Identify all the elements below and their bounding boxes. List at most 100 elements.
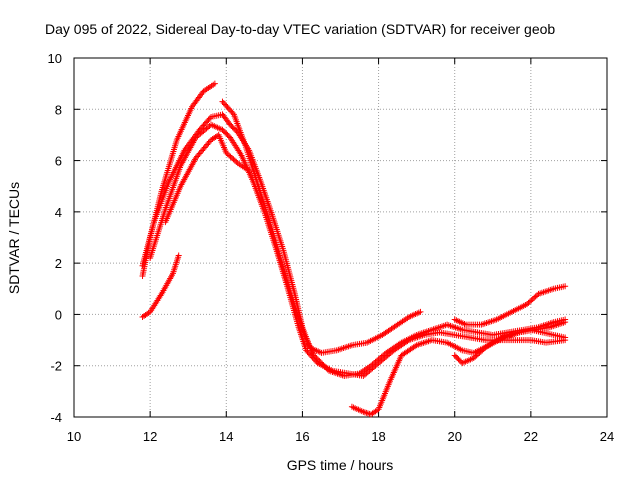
series-track-1 [139, 80, 218, 279]
data-point [220, 128, 227, 135]
series-track-6 [139, 252, 182, 320]
data-point [204, 141, 211, 148]
data-point [315, 356, 322, 363]
data-point [219, 126, 226, 133]
data-point [475, 351, 482, 358]
data-point [201, 121, 208, 128]
data-point [480, 346, 487, 353]
data-point [562, 319, 569, 326]
data-point [472, 353, 479, 360]
data-point [232, 126, 239, 133]
data-point [197, 125, 204, 132]
data-point [316, 358, 323, 365]
data-point [228, 122, 235, 129]
data-point [206, 115, 213, 122]
x-tick-label: 14 [219, 429, 233, 444]
data-point [222, 101, 229, 108]
data-point [452, 353, 459, 360]
data-point [199, 123, 206, 130]
data-point [562, 334, 569, 341]
y-tick-label: -2 [50, 359, 62, 374]
data-point [219, 98, 226, 105]
data-point [211, 80, 218, 87]
data-point [228, 155, 235, 162]
data-point [225, 105, 232, 112]
data-point [224, 151, 231, 158]
y-tick-label: 2 [55, 256, 62, 271]
x-tick-label: 22 [524, 429, 538, 444]
data-point [451, 352, 458, 359]
y-tick-label: 0 [55, 307, 62, 322]
data-point [313, 355, 320, 362]
data-point [228, 108, 235, 115]
y-tick-label: 8 [55, 102, 62, 117]
plot-frame [73, 57, 608, 418]
data-point [454, 355, 461, 362]
data-point [233, 158, 240, 165]
data-point [477, 348, 484, 355]
data-point [230, 125, 237, 132]
data-point [531, 294, 538, 301]
data-point [317, 359, 324, 366]
data-point [532, 293, 539, 300]
data-point [201, 144, 208, 151]
data-point [524, 301, 531, 308]
data-point [528, 297, 535, 304]
data-point [222, 129, 229, 136]
y-tick-label: 4 [55, 205, 62, 220]
data-point [476, 349, 483, 356]
x-tick-label: 12 [143, 429, 157, 444]
data-point [202, 119, 209, 126]
data-point [230, 156, 237, 163]
data-point [192, 155, 199, 162]
data-point [470, 355, 477, 362]
data-point [200, 122, 207, 129]
series-track-3 [147, 121, 569, 379]
x-tick-label: 10 [67, 429, 81, 444]
data-point [321, 363, 328, 370]
grid [74, 58, 607, 417]
data-point [319, 360, 326, 367]
data-point [205, 140, 212, 147]
y-tick-label: 10 [48, 51, 62, 66]
data-point [473, 352, 480, 359]
data-point [200, 146, 207, 153]
data-point [231, 157, 238, 164]
x-axis-label: GPS time / hours [287, 457, 394, 473]
data-point [526, 298, 533, 305]
data-point [303, 347, 310, 354]
series-track-5 [219, 98, 569, 379]
x-tick-label: 16 [295, 429, 309, 444]
data-point [227, 121, 234, 128]
data-point [324, 366, 331, 373]
data-point [323, 365, 330, 372]
data-point [206, 138, 213, 145]
data-point [197, 149, 204, 156]
data-point [229, 124, 236, 131]
data-point [223, 102, 230, 109]
y-tick-label: 6 [55, 154, 62, 169]
data-point [224, 131, 231, 138]
data-point [196, 150, 203, 157]
data-point [175, 252, 182, 259]
data-points [139, 80, 569, 418]
data-point [194, 153, 201, 160]
data-point [226, 152, 233, 159]
data-point [224, 104, 231, 111]
data-point [305, 350, 312, 357]
data-point [195, 152, 202, 159]
series-track-2 [139, 111, 424, 356]
x-tick-label: 18 [371, 429, 385, 444]
data-point [455, 356, 462, 363]
data-point [312, 353, 319, 360]
data-point [227, 153, 234, 160]
data-point [366, 410, 373, 417]
data-point [456, 357, 463, 364]
data-point [246, 167, 253, 174]
data-point [529, 296, 536, 303]
chart-title: Day 095 of 2022, Sidereal Day-to-day VTE… [45, 21, 555, 37]
data-point [320, 362, 327, 369]
series-track-4 [162, 131, 253, 226]
